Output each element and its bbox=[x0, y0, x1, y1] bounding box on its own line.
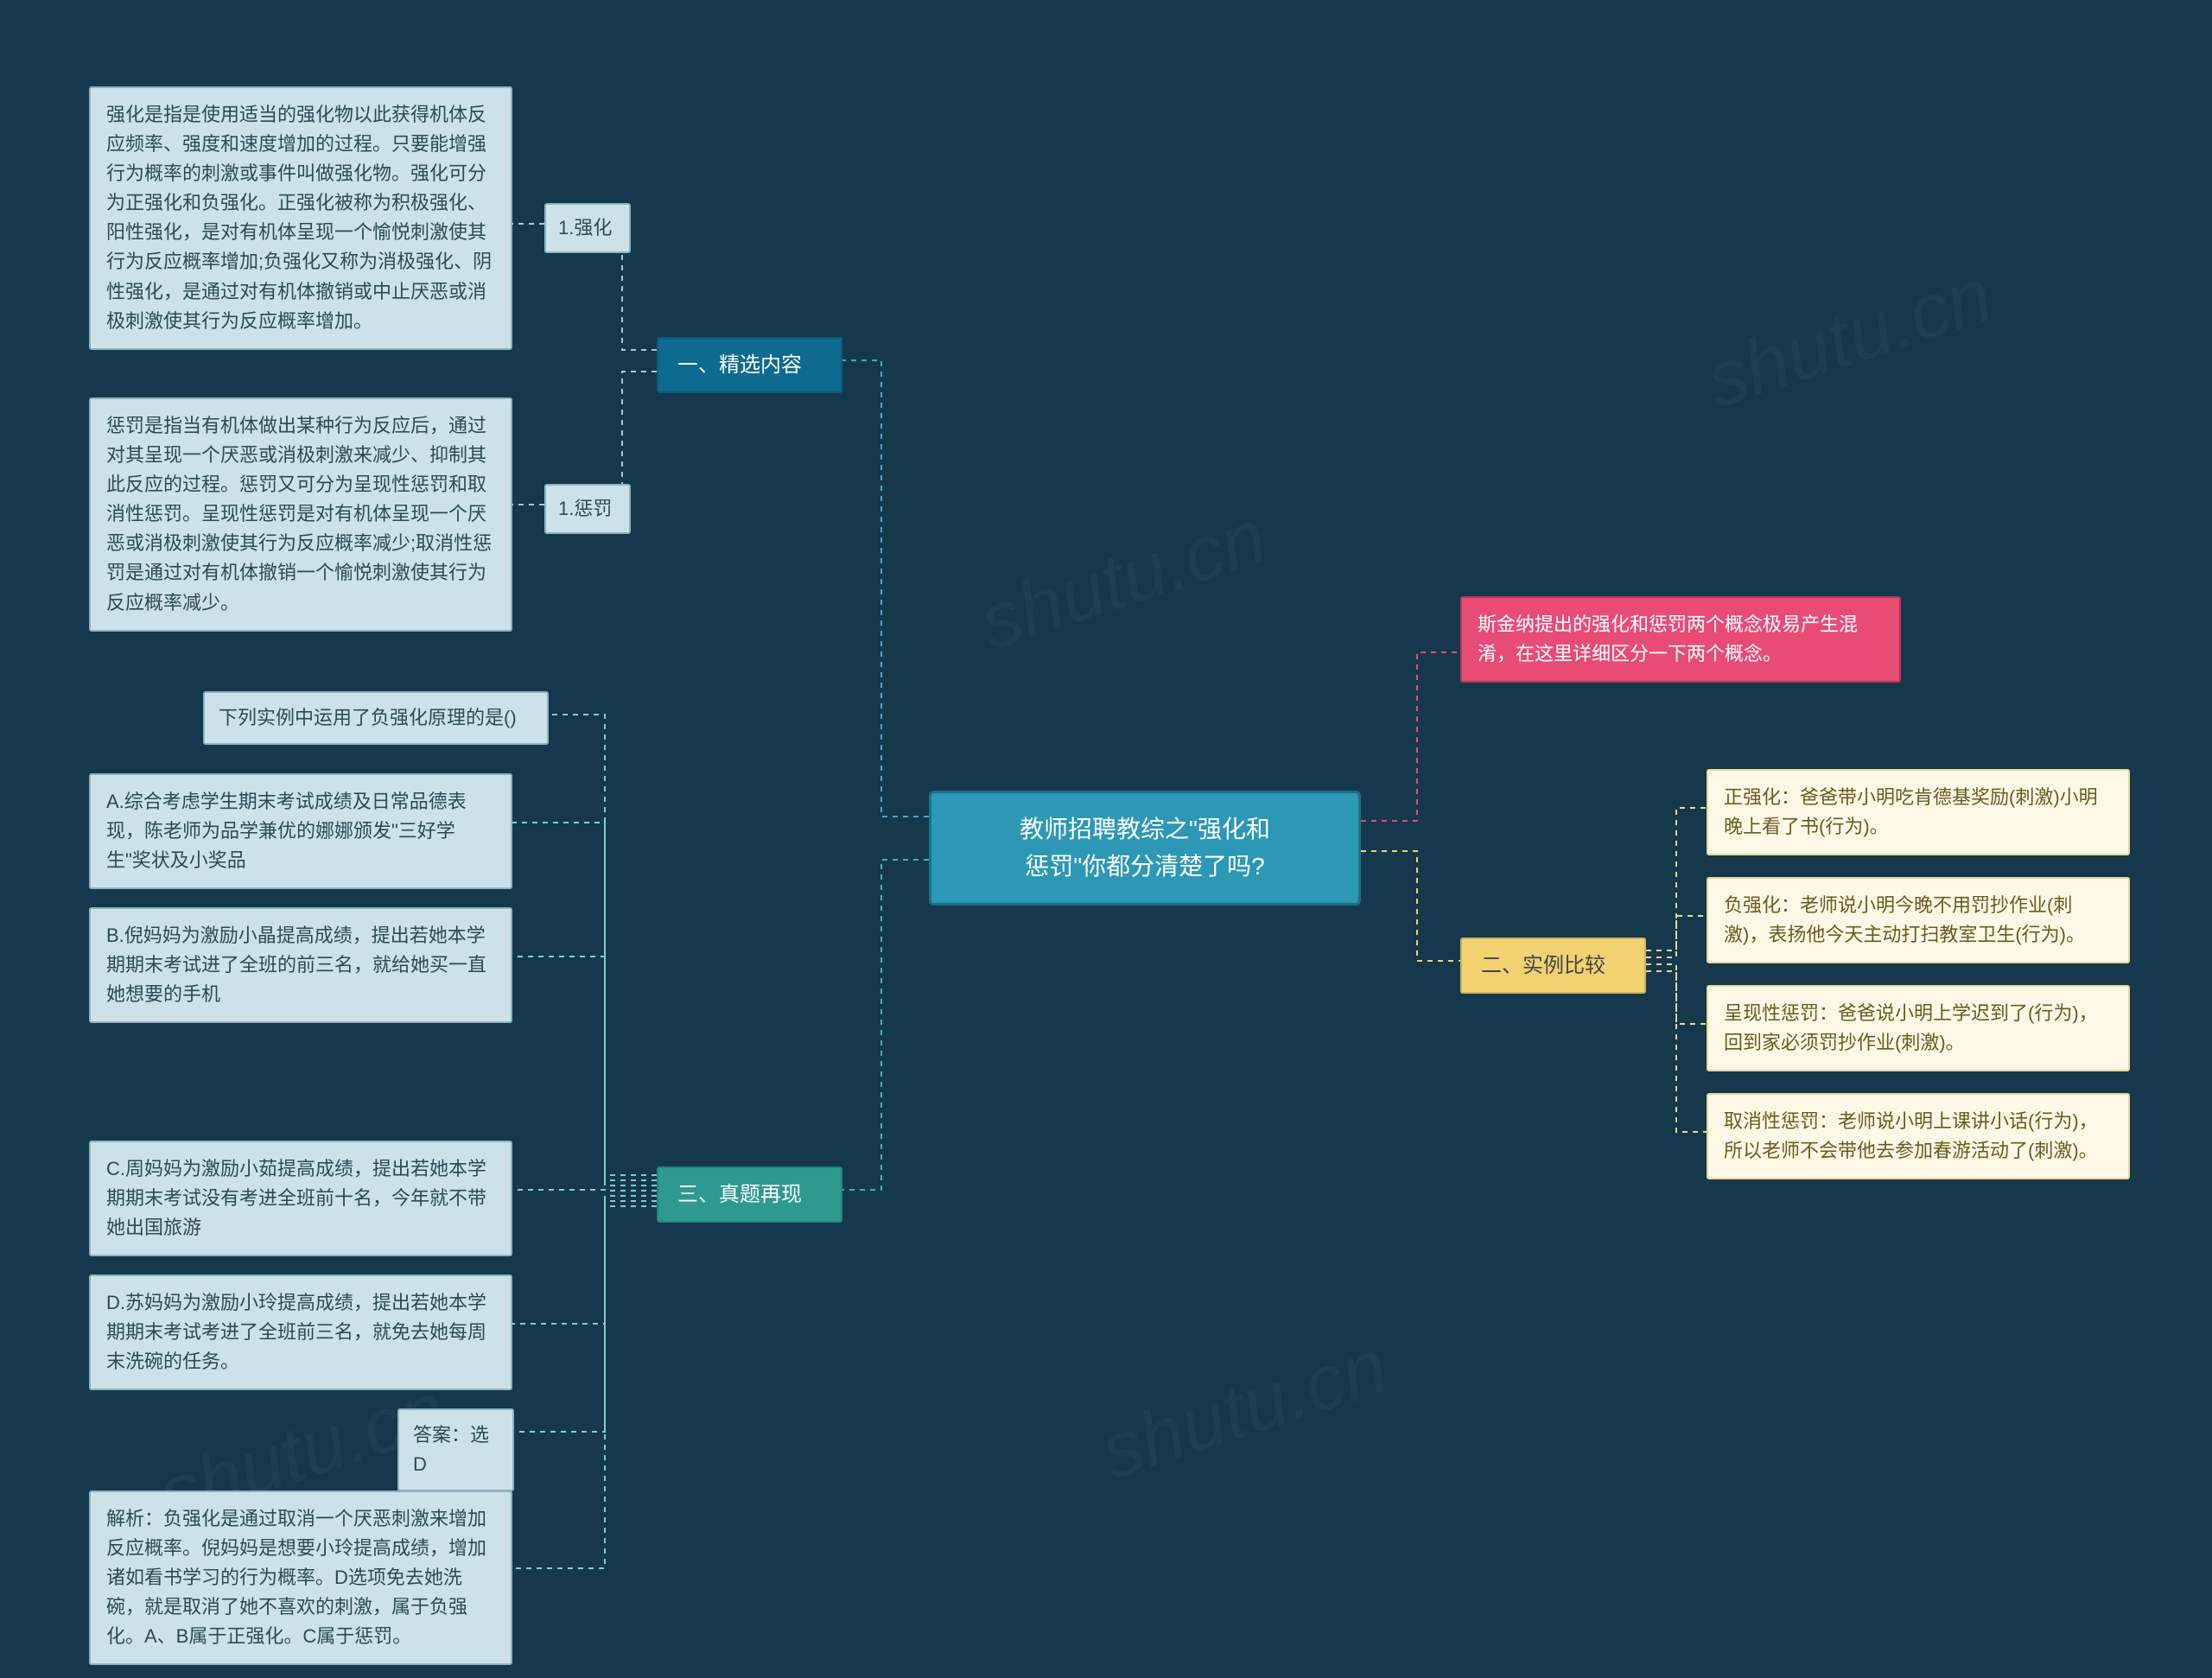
s1-item-1-detail-text: 强化是指是使用适当的强化物以此获得机体反应频率、强度和速度增加的过程。只要能增强… bbox=[106, 104, 492, 332]
s3-leaf-2-text: B.倪妈妈为激励小晶提高成绩，提出若她本学期期末考试进了全班的前三名，就给她买一… bbox=[106, 925, 486, 1005]
s1-item-2[interactable]: 1.惩罚 bbox=[544, 484, 631, 534]
s3-leaf-1[interactable]: A.综合考虑学生期末考试成绩及日常品德表现，陈老师为品学兼优的娜娜颁发"三好学生… bbox=[89, 773, 512, 889]
section-2[interactable]: 二、实例比较 bbox=[1460, 938, 1646, 994]
s3-leaf-3[interactable]: C.周妈妈为激励小茹提高成绩，提出若她本学期期末考试没有考进全班前十名，今年就不… bbox=[89, 1141, 512, 1256]
s3-leaf-3-text: C.周妈妈为激励小茹提高成绩，提出若她本学期期末考试没有考进全班前十名，今年就不… bbox=[106, 1158, 486, 1238]
center-topic-text: 教师招聘教综之"强化和惩罚"你都分清楚了吗? bbox=[1020, 816, 1270, 880]
s2-leaf-2-text: 呈现性惩罚：爸爸说小明上学迟到了(行为)，回到家必须罚抄作业(刺激)。 bbox=[1724, 1002, 2098, 1053]
s3-leaf-4-text: D.苏妈妈为激励小玲提高成绩，提出若她本学期期末考试考进了全班前三名，就免去她每… bbox=[106, 1292, 486, 1372]
s1-item-1-label: 1.强化 bbox=[558, 217, 612, 238]
s1-item-2-label: 1.惩罚 bbox=[558, 498, 612, 519]
s2-leaf-0-text: 正强化：爸爸带小明吃肯德基奖励(刺激)小明晚上看了书(行为)。 bbox=[1724, 786, 2098, 837]
section-2-label: 二、实例比较 bbox=[1481, 954, 1605, 977]
watermark: shutu.cn bbox=[1695, 251, 2002, 426]
s1-item-2-detail-text: 惩罚是指当有机体做出某种行为反应后，通过对其呈现一个厌恶或消极刺激来减少、抑制其… bbox=[106, 415, 492, 613]
s3-leaf-5[interactable]: 答案：选D bbox=[397, 1408, 514, 1491]
s3-leaf-0-text: 下列实例中运用了负强化原理的是() bbox=[219, 707, 517, 728]
section-3[interactable]: 三、真题再现 bbox=[657, 1166, 842, 1223]
s2-leaf-1[interactable]: 负强化：老师说小明今晚不用罚抄作业(刺激)，表扬他今天主动打扫教室卫生(行为)。 bbox=[1707, 877, 2130, 963]
s3-leaf-5-text: 答案：选D bbox=[413, 1424, 489, 1475]
s2-leaf-3-text: 取消性惩罚：老师说小明上课讲小话(行为)，所以老师不会带他去参加春游活动了(刺激… bbox=[1724, 1110, 2098, 1161]
s1-item-1[interactable]: 1.强化 bbox=[544, 203, 631, 253]
center-topic[interactable]: 教师招聘教综之"强化和惩罚"你都分清楚了吗? bbox=[929, 791, 1361, 906]
watermark: shutu.cn bbox=[969, 493, 1276, 668]
section-3-label: 三、真题再现 bbox=[677, 1183, 802, 1206]
s2-leaf-2[interactable]: 呈现性惩罚：爸爸说小明上学迟到了(行为)，回到家必须罚抄作业(刺激)。 bbox=[1707, 985, 2130, 1071]
intro-note[interactable]: 斯金纳提出的强化和惩罚两个概念极易产生混淆，在这里详细区分一下两个概念。 bbox=[1460, 596, 1901, 683]
s2-leaf-1-text: 负强化：老师说小明今晚不用罚抄作业(刺激)，表扬他今天主动打扫教室卫生(行为)。 bbox=[1724, 894, 2085, 945]
watermark: shutu.cn bbox=[1090, 1322, 1397, 1497]
s3-leaf-0[interactable]: 下列实例中运用了负强化原理的是() bbox=[203, 691, 549, 745]
s3-leaf-6[interactable]: 解析：负强化是通过取消一个厌恶刺激来增加反应概率。倪妈妈是想要小玲提高成绩，增加… bbox=[89, 1490, 512, 1665]
s1-item-2-detail[interactable]: 惩罚是指当有机体做出某种行为反应后，通过对其呈现一个厌恶或消极刺激来减少、抑制其… bbox=[89, 397, 512, 632]
section-1[interactable]: 一、精选内容 bbox=[657, 337, 842, 393]
s2-leaf-3[interactable]: 取消性惩罚：老师说小明上课讲小话(行为)，所以老师不会带他去参加春游活动了(刺激… bbox=[1707, 1093, 2130, 1179]
s3-leaf-1-text: A.综合考虑学生期末考试成绩及日常品德表现，陈老师为品学兼优的娜娜颁发"三好学生… bbox=[106, 791, 467, 871]
intro-note-text: 斯金纳提出的强化和惩罚两个概念极易产生混淆，在这里详细区分一下两个概念。 bbox=[1478, 613, 1858, 664]
s1-item-1-detail[interactable]: 强化是指是使用适当的强化物以此获得机体反应频率、强度和速度增加的过程。只要能增强… bbox=[89, 86, 512, 350]
s3-leaf-4[interactable]: D.苏妈妈为激励小玲提高成绩，提出若她本学期期末考试考进了全班前三名，就免去她每… bbox=[89, 1274, 512, 1390]
s2-leaf-0[interactable]: 正强化：爸爸带小明吃肯德基奖励(刺激)小明晚上看了书(行为)。 bbox=[1707, 769, 2130, 855]
s3-leaf-6-text: 解析：负强化是通过取消一个厌恶刺激来增加反应概率。倪妈妈是想要小玲提高成绩，增加… bbox=[106, 1508, 486, 1647]
s3-leaf-2[interactable]: B.倪妈妈为激励小晶提高成绩，提出若她本学期期末考试进了全班的前三名，就给她买一… bbox=[89, 907, 512, 1023]
section-1-label: 一、精选内容 bbox=[677, 353, 802, 377]
